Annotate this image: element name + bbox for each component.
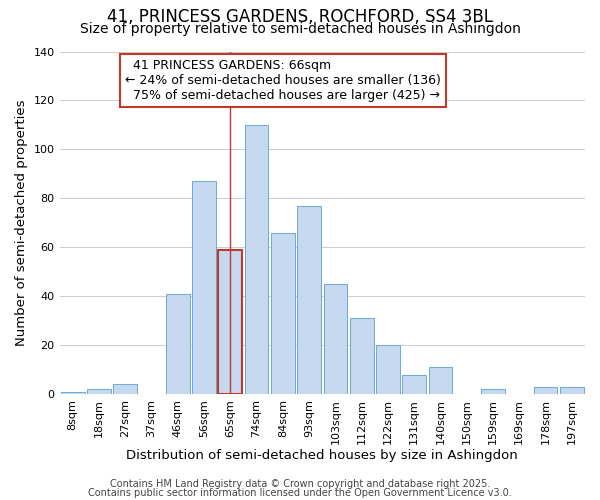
Bar	[534, 386, 557, 394]
Bar	[166, 294, 190, 394]
Text: Contains HM Land Registry data © Crown copyright and database right 2025.: Contains HM Land Registry data © Crown c…	[110, 479, 490, 489]
Bar	[403, 374, 426, 394]
Bar	[245, 125, 268, 394]
Bar	[113, 384, 137, 394]
Bar	[376, 345, 400, 394]
Bar	[350, 318, 374, 394]
Text: Size of property relative to semi-detached houses in Ashingdon: Size of property relative to semi-detach…	[80, 22, 520, 36]
Bar	[271, 232, 295, 394]
Bar	[323, 284, 347, 394]
Bar	[560, 386, 584, 394]
Bar	[298, 206, 321, 394]
Bar	[87, 389, 111, 394]
X-axis label: Distribution of semi-detached houses by size in Ashingdon: Distribution of semi-detached houses by …	[127, 450, 518, 462]
Bar	[61, 392, 85, 394]
Y-axis label: Number of semi-detached properties: Number of semi-detached properties	[15, 100, 28, 346]
Bar	[218, 250, 242, 394]
Bar	[218, 250, 242, 394]
Text: 41 PRINCESS GARDENS: 66sqm
← 24% of semi-detached houses are smaller (136)
  75%: 41 PRINCESS GARDENS: 66sqm ← 24% of semi…	[125, 59, 441, 102]
Bar	[481, 389, 505, 394]
Text: 41, PRINCESS GARDENS, ROCHFORD, SS4 3BL: 41, PRINCESS GARDENS, ROCHFORD, SS4 3BL	[107, 8, 493, 26]
Text: Contains public sector information licensed under the Open Government Licence v3: Contains public sector information licen…	[88, 488, 512, 498]
Bar	[192, 181, 216, 394]
Bar	[428, 367, 452, 394]
